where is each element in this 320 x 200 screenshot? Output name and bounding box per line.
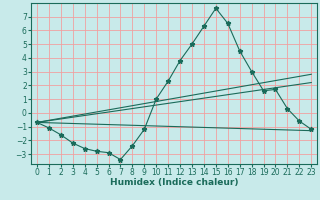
X-axis label: Humidex (Indice chaleur): Humidex (Indice chaleur) — [110, 178, 238, 187]
